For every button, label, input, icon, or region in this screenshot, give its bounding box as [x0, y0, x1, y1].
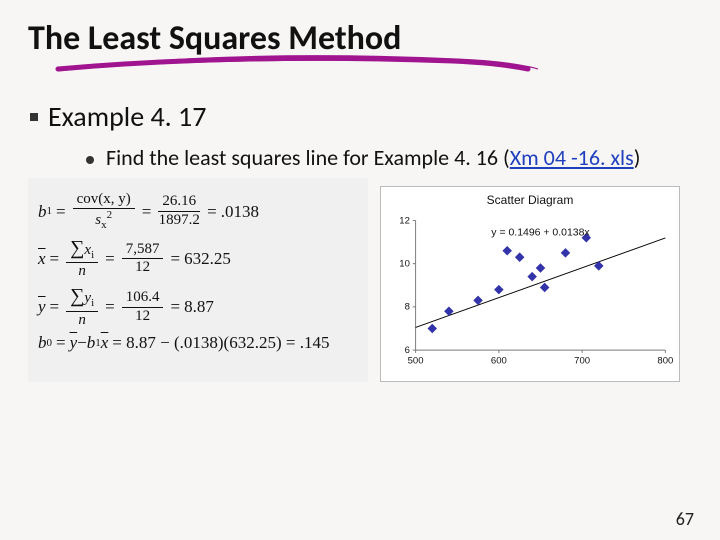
svg-text:800: 800 [657, 355, 673, 366]
file-link[interactable]: Xm 04 -16. xls [510, 144, 634, 171]
scatter-chart: Scatter Diagram 6 8 10 12 500 600 700 800 y = 0.… [380, 186, 680, 382]
bullet-prefix: Find the least squares line for Example … [106, 144, 510, 171]
formula-b1: b1= cov(x, y) sx2 = 26.16 1897.2 = .0138 [38, 192, 360, 232]
svg-text:6: 6 [405, 344, 410, 355]
bullet-text: Find the least squares line for Example … [106, 144, 640, 172]
page-number: 67 [676, 508, 694, 530]
svg-text:10: 10 [399, 258, 410, 269]
svg-text:8: 8 [405, 301, 410, 312]
bullet-suffix: ) [634, 144, 641, 171]
svg-text:12: 12 [399, 215, 410, 226]
chart-title: Scatter Diagram [387, 193, 673, 207]
svg-text:y = 0.1496 + 0.0138x: y = 0.1496 + 0.0138x [491, 227, 590, 238]
round-bullet-icon [86, 156, 94, 164]
formula-b0: b0= y − b1x = 8.87 − (.0138)(632.25) = .… [38, 334, 360, 352]
formula-xbar: x= ∑xi n = 7,587 12 = 632.25 [38, 238, 360, 280]
svg-text:500: 500 [408, 355, 424, 366]
svg-text:700: 700 [574, 355, 590, 366]
formula-block: b1= cov(x, y) sx2 = 26.16 1897.2 = .0138… [28, 178, 368, 382]
square-bullet-icon [30, 113, 38, 121]
title-underline-swoosh [28, 61, 692, 95]
example-heading: Example 4. 17 [48, 99, 206, 134]
formula-ybar: y= ∑yi n = 106.4 12 = 8.87 [38, 286, 360, 328]
svg-text:600: 600 [491, 355, 507, 366]
